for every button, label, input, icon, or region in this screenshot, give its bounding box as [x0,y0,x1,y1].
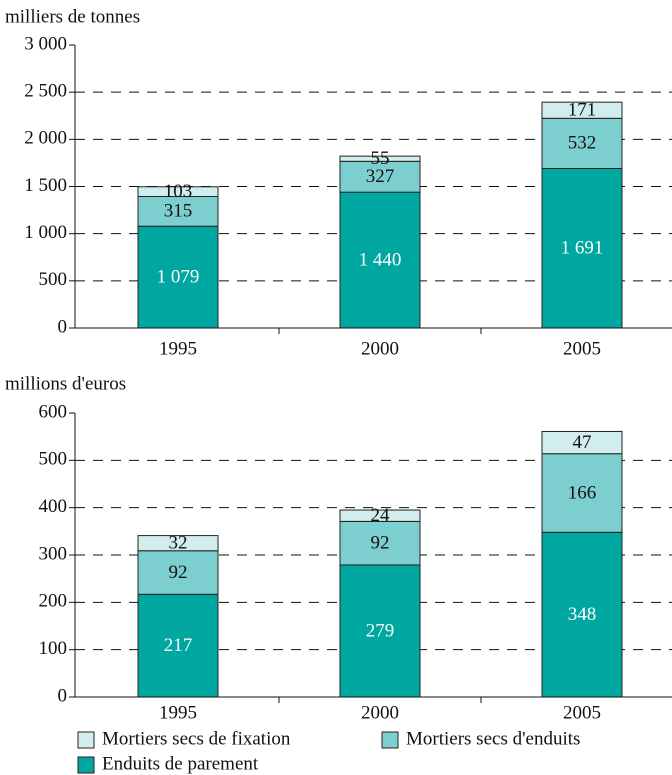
y-tick-label: 2 500 [24,81,67,102]
y-tick-label: 100 [39,638,68,659]
data-label: 532 [568,133,597,154]
y-tick-label: 400 [39,496,68,517]
x-tick-label: 2000 [361,338,399,359]
data-label: 103 [164,181,193,202]
bar-segment [137,593,219,698]
data-label: 217 [164,635,193,656]
y-tick-label: 1 000 [24,222,67,243]
y-tick-label: 2 000 [24,128,67,149]
bar-segment [541,531,623,698]
y-tick-label: 200 [39,591,68,612]
data-label: 55 [371,148,390,169]
data-label: 1 440 [359,249,402,270]
y-tick-label: 600 [39,401,68,422]
data-label: 315 [164,201,193,222]
x-tick-label: 2005 [563,338,601,359]
y-tick-label: 1 500 [24,175,67,196]
data-label: 1 079 [157,266,200,287]
bar-segment [541,167,623,329]
data-label: 279 [366,620,395,641]
bar-segment [339,155,421,162]
data-label: 166 [568,482,597,503]
y-axis-label: milliers de tonnes [5,6,140,27]
data-label: 92 [169,562,188,583]
y-tick-label: 0 [58,316,68,337]
legend-label: Mortiers secs de fixation [102,728,291,749]
y-tick-label: 500 [39,269,68,290]
bar-segment [541,101,623,119]
y-tick-label: 3 000 [24,33,67,54]
x-tick-label: 1995 [159,702,197,723]
bar-segment [541,453,623,533]
legend-label: Enduits de parement [102,753,259,774]
bar-segment [541,430,623,455]
legend-swatch [77,756,95,774]
x-tick-label: 1995 [159,338,197,359]
y-axis-label: millions d'euros [5,373,126,394]
data-label: 348 [568,604,597,625]
bar-segment [137,186,219,197]
legend-swatch [77,731,95,749]
bar-segment [137,195,219,227]
bar-segment [339,509,421,522]
data-label: 32 [169,533,188,554]
legend-label: Mortiers secs d'enduits [406,728,580,749]
y-tick-label: 300 [39,543,68,564]
x-tick-label: 2005 [563,702,601,723]
bar-segment [137,550,219,595]
bar-segment [541,117,623,169]
bar-segment [339,160,421,193]
data-label: 327 [366,166,395,187]
data-label: 171 [568,100,597,121]
data-label: 1 691 [561,238,604,259]
legend-swatch [381,731,399,749]
data-label: 92 [371,533,390,554]
bar-segment [137,535,219,552]
y-tick-label: 500 [39,449,68,470]
bar-segment [339,564,421,698]
bar-segment [339,520,421,566]
x-tick-label: 2000 [361,702,399,723]
data-label: 47 [573,432,592,453]
data-label: 24 [371,505,391,526]
y-tick-label: 0 [58,685,68,706]
